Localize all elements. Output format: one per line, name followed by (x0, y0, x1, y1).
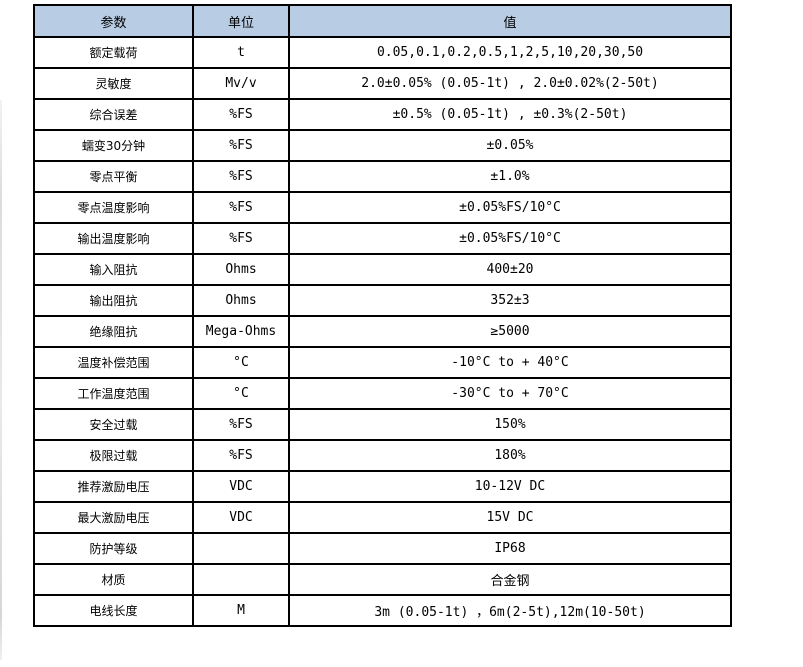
table-row: 材质 合金钢 (33, 563, 732, 596)
value-cell: ±0.05% (288, 129, 732, 162)
unit-cell: %FS (192, 439, 290, 472)
value-cell: 10-12V DC (288, 470, 732, 503)
col-header-unit: 单位 (192, 4, 290, 38)
value-cell: ±0.05%FS/10°C (288, 191, 732, 224)
unit-cell: Ohms (192, 284, 290, 317)
unit-cell (192, 563, 290, 596)
param-cell: 极限过载 (33, 439, 194, 472)
table-row: 灵敏度 Mv/v 2.0±0.05% (0.05-1t) , 2.0±0.02%… (33, 67, 732, 100)
param-cell: 防护等级 (33, 532, 194, 565)
table-row: 最大激励电压 VDC 15V DC (33, 501, 732, 534)
value-cell: IP68 (288, 532, 732, 565)
unit-cell (192, 532, 290, 565)
unit-cell: VDC (192, 501, 290, 534)
value-cell: 15V DC (288, 501, 732, 534)
param-cell: 绝缘阻抗 (33, 315, 194, 348)
table-row: 防护等级 IP68 (33, 532, 732, 565)
table-row: 输出阻抗 Ohms 352±3 (33, 284, 732, 317)
param-cell: 输入阻抗 (33, 253, 194, 286)
table-row: 蠕变30分钟 %FS ±0.05% (33, 129, 732, 162)
value-cell: 150% (288, 408, 732, 441)
table-row: 输出温度影响 %FS ±0.05%FS/10°C (33, 222, 732, 255)
table-row: 输入阻抗 Ohms 400±20 (33, 253, 732, 286)
table-row: 综合误差 %FS ±0.5% (0.05-1t) , ±0.3%(2-50t) (33, 98, 732, 131)
param-cell: 推荐激励电压 (33, 470, 194, 503)
unit-cell: %FS (192, 222, 290, 255)
table-row: 额定载荷 t 0.05,0.1,0.2,0.5,1,2,5,10,20,30,5… (33, 36, 732, 69)
param-cell: 最大激励电压 (33, 501, 194, 534)
value-cell: ±1.0% (288, 160, 732, 193)
param-cell: 综合误差 (33, 98, 194, 131)
value-cell: 180% (288, 439, 732, 472)
param-cell: 蠕变30分钟 (33, 129, 194, 162)
unit-cell: °C (192, 346, 290, 379)
unit-cell: M (192, 594, 290, 627)
table-row: 零点温度影响 %FS ±0.05%FS/10°C (33, 191, 732, 224)
table-row: 温度补偿范围 °C -10°C to + 40°C (33, 346, 732, 379)
unit-cell: Mv/v (192, 67, 290, 100)
param-cell: 电线长度 (33, 594, 194, 627)
value-cell: 352±3 (288, 284, 732, 317)
table-row: 绝缘阻抗 Mega-Ohms ≥5000 (33, 315, 732, 348)
value-cell: -10°C to + 40°C (288, 346, 732, 379)
table-row: 极限过载 %FS 180% (33, 439, 732, 472)
value-cell: 3m (0.05-1t) ，6m(2-5t),12m(10-50t) (288, 594, 732, 627)
param-cell: 材质 (33, 563, 194, 596)
unit-cell: °C (192, 377, 290, 410)
param-cell: 安全过载 (33, 408, 194, 441)
value-cell: ≥5000 (288, 315, 732, 348)
param-cell: 工作温度范围 (33, 377, 194, 410)
unit-cell: VDC (192, 470, 290, 503)
unit-cell: %FS (192, 408, 290, 441)
param-cell: 零点温度影响 (33, 191, 194, 224)
table-row: 安全过载 %FS 150% (33, 408, 732, 441)
value-cell: -30°C to + 70°C (288, 377, 732, 410)
col-header-param: 参数 (33, 4, 194, 38)
unit-cell: %FS (192, 160, 290, 193)
unit-cell: %FS (192, 191, 290, 224)
unit-cell: Ohms (192, 253, 290, 286)
param-cell: 输出阻抗 (33, 284, 194, 317)
value-cell: 2.0±0.05% (0.05-1t) , 2.0±0.02%(2-50t) (288, 67, 732, 100)
unit-cell: Mega-Ohms (192, 315, 290, 348)
param-cell: 额定载荷 (33, 36, 194, 69)
unit-cell: t (192, 36, 290, 69)
table-row: 电线长度 M 3m (0.05-1t) ，6m(2-5t),12m(10-50t… (33, 594, 732, 627)
table-row: 零点平衡 %FS ±1.0% (33, 160, 732, 193)
spec-table: 参数 单位 值 额定载荷 t 0.05,0.1,0.2,0.5,1,2,5,10… (33, 4, 732, 627)
header-row: 参数 单位 值 (33, 4, 732, 38)
unit-cell: %FS (192, 129, 290, 162)
col-header-value: 值 (288, 4, 732, 38)
param-cell: 温度补偿范围 (33, 346, 194, 379)
value-cell: 400±20 (288, 253, 732, 286)
param-cell: 输出温度影响 (33, 222, 194, 255)
value-cell: 合金钢 (288, 563, 732, 596)
value-cell: ±0.5% (0.05-1t) , ±0.3%(2-50t) (288, 98, 732, 131)
table-row: 工作温度范围 °C -30°C to + 70°C (33, 377, 732, 410)
param-cell: 零点平衡 (33, 160, 194, 193)
param-cell: 灵敏度 (33, 67, 194, 100)
left-edge-artifact (0, 100, 2, 660)
value-cell: ±0.05%FS/10°C (288, 222, 732, 255)
table-row: 推荐激励电压 VDC 10-12V DC (33, 470, 732, 503)
value-cell: 0.05,0.1,0.2,0.5,1,2,5,10,20,30,50 (288, 36, 732, 69)
unit-cell: %FS (192, 98, 290, 131)
